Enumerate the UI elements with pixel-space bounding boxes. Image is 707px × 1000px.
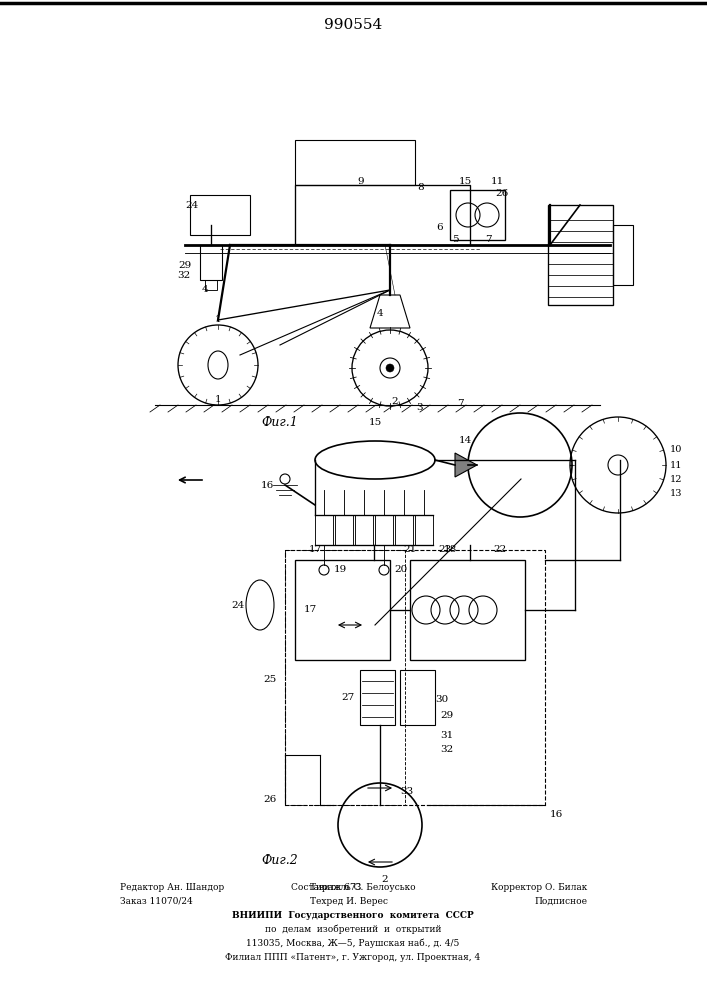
Bar xyxy=(410,560,525,660)
Text: 22: 22 xyxy=(493,546,507,554)
Text: 24: 24 xyxy=(231,600,245,609)
Bar xyxy=(295,560,390,660)
Text: 15: 15 xyxy=(458,178,472,186)
Bar xyxy=(295,140,415,185)
Text: 31: 31 xyxy=(440,730,453,740)
Text: 7: 7 xyxy=(485,235,491,244)
Polygon shape xyxy=(455,453,477,477)
Text: Редактор Ан. Шандор: Редактор Ан. Шандор xyxy=(120,883,224,892)
Text: 32: 32 xyxy=(440,746,453,754)
Text: 10: 10 xyxy=(670,446,682,454)
Text: 26: 26 xyxy=(264,796,276,804)
Text: Техред И. Верес: Техред И. Верес xyxy=(310,897,388,906)
Bar xyxy=(315,515,333,545)
Bar xyxy=(285,550,405,805)
Text: 11: 11 xyxy=(491,178,503,186)
Circle shape xyxy=(386,364,394,372)
Text: 18: 18 xyxy=(443,546,457,554)
Bar xyxy=(285,550,545,805)
Text: 25: 25 xyxy=(264,676,276,684)
Bar xyxy=(335,515,353,545)
Text: 20: 20 xyxy=(394,566,407,574)
Text: 2: 2 xyxy=(382,874,388,884)
Text: 27: 27 xyxy=(341,692,355,702)
Bar xyxy=(205,280,217,290)
Text: 26: 26 xyxy=(496,190,508,198)
Text: 23: 23 xyxy=(438,546,452,554)
Text: Фиг.1: Фиг.1 xyxy=(262,416,298,428)
Text: 15: 15 xyxy=(368,418,382,427)
Text: 990554: 990554 xyxy=(324,18,382,32)
Text: 16: 16 xyxy=(550,810,563,819)
Text: 16: 16 xyxy=(260,481,274,489)
Text: 7: 7 xyxy=(457,399,463,408)
Bar xyxy=(548,205,613,305)
Bar xyxy=(200,245,222,280)
Bar xyxy=(395,515,413,545)
Text: 4: 4 xyxy=(377,310,383,318)
Text: 17: 17 xyxy=(303,605,317,614)
Text: 113035, Москва, Ж—5, Раушская наб., д. 4/5: 113035, Москва, Ж—5, Раушская наб., д. 4… xyxy=(246,938,460,948)
Text: ВНИИПИ  Государственного  комитета  СССР: ВНИИПИ Государственного комитета СССР xyxy=(232,911,474,920)
Text: 6: 6 xyxy=(437,224,443,232)
Bar xyxy=(450,190,505,240)
Bar xyxy=(190,195,250,235)
Text: 24: 24 xyxy=(185,200,199,210)
Text: 8: 8 xyxy=(418,184,424,192)
Text: 11: 11 xyxy=(670,460,682,470)
Text: 32: 32 xyxy=(177,270,191,279)
Text: 9: 9 xyxy=(358,178,364,186)
Text: 30: 30 xyxy=(435,696,448,704)
Text: 3: 3 xyxy=(416,402,423,412)
Text: 5: 5 xyxy=(452,235,458,244)
Text: 4: 4 xyxy=(201,286,209,294)
Text: по  делам  изобретений  и  открытий: по делам изобретений и открытий xyxy=(264,924,441,934)
Text: Заказ 11070/24: Заказ 11070/24 xyxy=(120,897,193,906)
Bar xyxy=(355,515,373,545)
Bar xyxy=(400,670,435,725)
Bar xyxy=(295,185,470,245)
Text: 12: 12 xyxy=(670,476,682,485)
Text: 33: 33 xyxy=(400,786,414,796)
Text: 1: 1 xyxy=(215,316,221,324)
Text: 21: 21 xyxy=(404,546,416,554)
Text: Составитель С. Белоусько: Составитель С. Белоусько xyxy=(291,883,415,892)
Text: Корректор О. Билак: Корректор О. Билак xyxy=(491,883,587,892)
Text: Тираж 673: Тираж 673 xyxy=(310,883,361,892)
Text: 29: 29 xyxy=(440,710,453,720)
Bar xyxy=(613,225,633,285)
Text: 17: 17 xyxy=(308,546,322,554)
Text: 14: 14 xyxy=(458,436,472,445)
Text: 19: 19 xyxy=(334,566,347,574)
Text: Филиал ППП «Патент», г. Ужгород, ул. Проектная, 4: Филиал ППП «Патент», г. Ужгород, ул. Про… xyxy=(226,953,481,962)
Bar xyxy=(415,515,433,545)
Text: 2: 2 xyxy=(392,397,398,406)
Text: Подписное: Подписное xyxy=(534,897,587,906)
Text: Фиг.2: Фиг.2 xyxy=(262,854,298,866)
Text: 29: 29 xyxy=(178,260,192,269)
Text: 13: 13 xyxy=(670,488,682,497)
Bar xyxy=(360,670,395,725)
Bar xyxy=(375,515,393,545)
Text: 1: 1 xyxy=(215,395,221,404)
